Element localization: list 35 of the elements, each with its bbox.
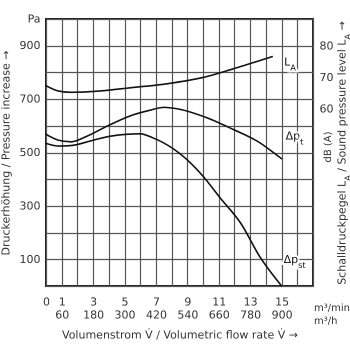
y-tick-label: 300	[20, 199, 40, 212]
x-tick-label: 15	[275, 296, 290, 308]
text: m³/h	[314, 316, 338, 327]
x2-tick-label: 300	[114, 308, 136, 322]
x2-tick-label: 60	[55, 308, 70, 322]
y-tick-label: 700	[20, 92, 40, 106]
y2-tick-label: 70	[320, 70, 334, 84]
line-series	[45, 106, 282, 160]
y2-tick-label: 60	[320, 102, 334, 116]
y-axis-title: Druckerhöhung / Pressure increase →	[0, 50, 13, 256]
x-tick-label: 1	[58, 296, 66, 308]
x-tick-label: 11	[212, 296, 226, 308]
x-tick-label: 9	[184, 296, 192, 308]
x-tick-label: 7	[152, 296, 160, 308]
x2-tick-label: 180	[83, 308, 104, 322]
text: m³/min	[314, 303, 350, 314]
x-tick-label: 13	[244, 296, 258, 308]
x-axis-title: Volumenstrom V̇ / Volumetric flow rate V̇ →	[62, 327, 298, 342]
line-series	[45, 56, 273, 94]
y-tick-label: 500	[20, 146, 40, 159]
x-tick-label: 3	[90, 296, 98, 308]
y-tick-label: 900	[20, 39, 40, 52]
y-tick-label: 100	[20, 252, 40, 266]
line-series	[45, 133, 282, 287]
x2-tick-label: 660	[208, 308, 230, 322]
y-tick-label: Pa	[28, 12, 40, 26]
x-tick-label: 5	[122, 296, 129, 308]
x2-tick-label: 540	[177, 308, 198, 322]
x2-tick-label: 420	[146, 308, 167, 322]
series-label: L$_{A}$	[284, 56, 296, 73]
text: dB (A)	[323, 131, 334, 163]
x2-tick-label: 780	[240, 308, 262, 322]
x-tick-label: 0	[43, 296, 50, 308]
x2-tick-label: 900	[272, 308, 293, 322]
y2-tick-label: 80	[320, 39, 334, 52]
